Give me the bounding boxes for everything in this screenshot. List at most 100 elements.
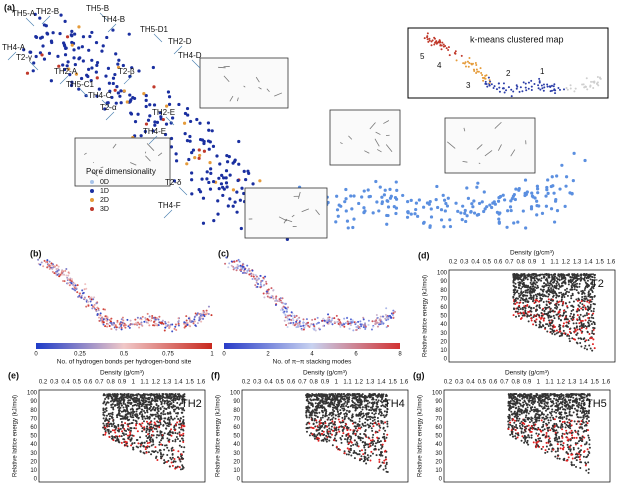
scatter-point [364,421,367,424]
scatter-point [323,433,326,436]
map-point [262,292,265,295]
scatter-point [155,424,158,427]
scatter-point [526,304,529,307]
map-point [283,302,286,305]
scatter-point [373,422,376,425]
scatter-point [150,453,153,456]
scatter-point [379,426,382,429]
scatter-point [524,307,527,310]
scatter-point [141,422,144,425]
scatter-point [111,393,114,396]
inset-point [589,84,592,87]
map-point [107,81,111,85]
scatter-point [552,273,555,276]
scatter-point [552,294,555,297]
scatter-point [582,323,585,326]
scatter-point [159,443,162,446]
map-point [439,208,444,212]
map-point [389,194,393,198]
scatter-point [182,418,185,421]
inset-point [530,79,533,82]
scatter-point [131,414,134,417]
scatter-point [519,312,522,315]
scatter-point [548,305,551,308]
scatter-point [305,430,308,433]
scatter-point [587,324,590,327]
scatter-point [360,455,363,458]
scatter-point [315,396,318,399]
map-point [158,315,161,318]
scatter-point [313,394,316,397]
scatter-point [551,328,554,331]
scatter-point [351,397,354,400]
map-point [465,214,469,218]
map-point [185,139,190,143]
scatter-point [578,318,581,321]
scatter-point [328,427,331,430]
scatter-point [120,410,123,413]
map-point [362,316,365,319]
map-point [202,141,206,146]
map-point [202,317,205,320]
scatter-point [525,297,528,300]
scatter-point [530,291,533,294]
map-point [33,12,37,16]
scatter-point [551,325,554,328]
map-point [571,178,575,183]
map-point [125,100,129,104]
annotation: TH5-C1 [66,80,95,89]
scatter-point [371,419,374,422]
scatter-point [560,298,563,301]
map-point [128,324,131,327]
inset-point [592,80,595,83]
scatter-point [103,420,106,423]
inset-point [581,83,584,86]
map-point [148,324,151,327]
scatter-point [534,299,537,302]
scatter-point [565,324,568,327]
y-tick-label: 70 [440,296,447,302]
map-point [101,44,105,48]
scatter-point [345,415,348,418]
scatter-point [305,414,308,417]
map-point [456,209,460,213]
scatter-point [353,450,356,453]
scatter-point [361,437,364,440]
plot-frame [38,389,206,483]
map-point [335,314,338,317]
map-point [238,198,242,202]
scatter-point [329,432,332,435]
scatter-point [578,305,581,308]
scatter-point [176,411,179,414]
map-point [151,129,155,133]
map-point [236,263,239,266]
map-point [251,182,255,186]
scatter-point [143,393,146,396]
scatter-point [557,311,560,314]
scatter-point [519,294,522,297]
scatter-point [580,274,583,277]
scatter-point [362,412,365,415]
map-point [242,265,245,268]
scatter-point [542,288,545,291]
scatter-point [361,440,364,443]
panel-label: (g) [413,370,425,380]
scatter-point [559,324,562,327]
scatter-point [148,403,151,406]
scatter-point [563,279,566,282]
scatter-point [172,405,175,408]
scatter-point [163,417,166,420]
map-point [460,218,464,222]
map-point [274,296,277,299]
scatter-point [102,409,105,412]
structure-line [447,141,456,149]
map-point [446,196,450,200]
map-point [81,59,85,63]
map-point [114,52,118,56]
scatter-point [123,443,126,446]
map-point [491,201,495,205]
scatter-point [525,312,528,315]
map-point [207,128,211,132]
scatter-point [176,402,179,405]
legend-item: 2D [100,197,109,204]
